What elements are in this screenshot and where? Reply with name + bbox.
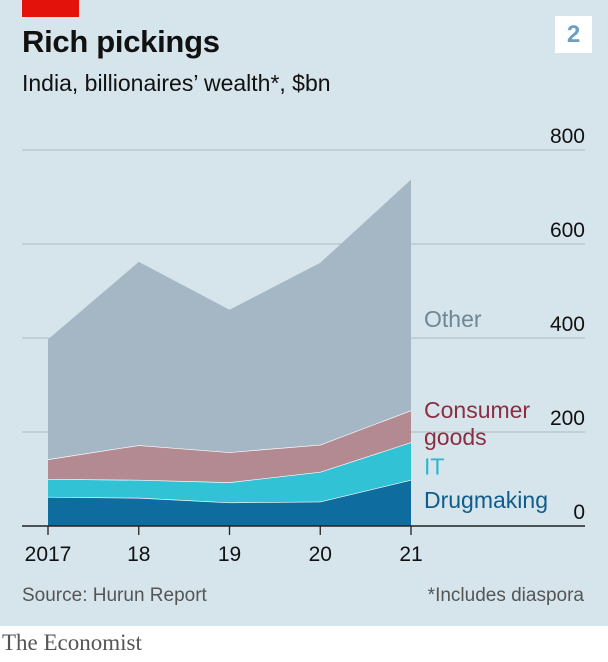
area-it xyxy=(48,442,411,503)
brand-red-tab xyxy=(22,0,79,17)
series-label-drugmaking: Drugmaking xyxy=(424,487,548,513)
stacked-area-chart: 2017 18 19 20 21 0 200 400 600 800 Other Consumer… xyxy=(22,125,585,566)
x-tick-label-2018: 18 xyxy=(127,543,150,566)
y-tick-label-0: 0 xyxy=(573,501,585,524)
area-series-group xyxy=(47,179,412,526)
y-tick-label-800: 800 xyxy=(550,125,585,148)
x-tick-label-2017: 2017 xyxy=(25,543,72,566)
x-tick-label-2021: 21 xyxy=(399,543,422,566)
chart-number-badge: 2 xyxy=(555,16,592,53)
economist-logo-text: The Economist xyxy=(2,630,142,655)
series-label-consumer-goods-line-1: Consumer xyxy=(424,397,530,423)
y-axis-tick-labels: 0 200 400 600 800 xyxy=(550,125,585,524)
x-axis: 2017 18 19 20 21 xyxy=(22,525,585,566)
series-label-other: Other xyxy=(424,306,482,332)
x-tick-label-2020: 20 xyxy=(309,543,332,566)
source-note: Source: Hurun Report xyxy=(22,585,207,606)
y-tick-label-200: 200 xyxy=(550,407,585,430)
area-consumer-goods xyxy=(48,410,411,483)
footnote: *Includes diaspora xyxy=(427,585,584,606)
area-other xyxy=(48,179,411,460)
series-label-consumer-goods-line-2: goods xyxy=(424,424,487,450)
chart-title: Rich pickings xyxy=(22,24,220,59)
y-tick-label-600: 600 xyxy=(550,219,585,242)
y-tick-label-400: 400 xyxy=(550,313,585,336)
chart-subtitle: India, billionaires’ wealth*, $bn xyxy=(22,70,331,96)
x-tick-label-2019: 19 xyxy=(218,543,241,566)
series-label-it: IT xyxy=(424,453,444,479)
